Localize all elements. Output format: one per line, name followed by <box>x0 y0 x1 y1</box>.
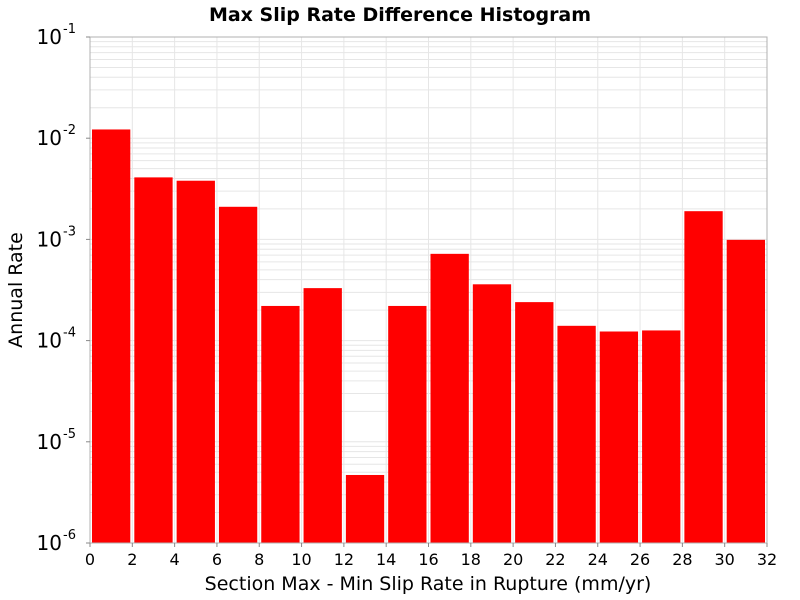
y-tick-label: 10 <box>37 430 62 454</box>
histogram-bar <box>303 288 342 543</box>
x-tick-label: 12 <box>334 550 354 569</box>
histogram-bar <box>726 239 765 543</box>
y-tick-exponent: -2 <box>63 123 76 138</box>
x-tick-label: 28 <box>672 550 692 569</box>
histogram-bar <box>176 180 215 544</box>
histogram-bar <box>92 129 131 543</box>
x-tick-label: 2 <box>127 550 137 569</box>
histogram-bar <box>430 253 469 543</box>
histogram-bar <box>515 302 554 543</box>
histogram-bar <box>557 325 596 543</box>
histogram-bar <box>472 284 512 543</box>
x-tick-label: 30 <box>715 550 735 569</box>
x-axis-label: Section Max - Min Slip Rate in Rupture (… <box>205 573 652 595</box>
x-tick-label: 10 <box>291 550 311 569</box>
x-tick-label: 0 <box>85 550 95 569</box>
x-axis-ticks: 0 2 4 6 8 10 12 14 16 18 20 22 24 26 28 30 32 <box>85 543 777 569</box>
histogram-bar <box>345 474 385 543</box>
y-tick-label: 10 <box>37 329 62 353</box>
x-tick-label: 32 <box>757 550 777 569</box>
y-tick-exponent: -5 <box>63 427 76 442</box>
histogram-bar <box>261 305 300 543</box>
y-tick-label: 10 <box>37 227 62 251</box>
x-tick-label: 26 <box>630 550 650 569</box>
y-tick-exponent: -4 <box>63 326 76 341</box>
x-tick-label: 18 <box>461 550 481 569</box>
y-tick-exponent: -1 <box>63 22 76 37</box>
x-tick-label: 16 <box>418 550 438 569</box>
y-tick-label: 10 <box>37 25 62 49</box>
y-tick-exponent: -6 <box>63 528 76 543</box>
x-tick-label: 14 <box>376 550 396 569</box>
x-tick-label: 4 <box>170 550 180 569</box>
y-tick-label: 10 <box>37 126 62 150</box>
bars <box>92 129 765 544</box>
histogram-bar <box>134 177 173 543</box>
plot-area <box>89 36 768 544</box>
histogram-bar <box>388 305 427 543</box>
histogram-bar <box>684 211 723 544</box>
y-tick-exponent: -3 <box>63 224 76 239</box>
y-tick-label: 10 <box>37 531 62 555</box>
x-tick-label: 6 <box>212 550 222 569</box>
x-tick-label: 8 <box>254 550 264 569</box>
chart-title: Max Slip Rate Difference Histogram <box>209 4 591 26</box>
histogram-bar <box>642 330 681 543</box>
histogram-bar <box>218 206 258 543</box>
x-tick-label: 20 <box>503 550 523 569</box>
histogram-bar <box>599 331 639 543</box>
y-axis-label: Annual Rate <box>5 232 27 348</box>
x-tick-label: 24 <box>588 550 608 569</box>
x-tick-label: 22 <box>545 550 565 569</box>
y-axis-ticks: 10-610-510-410-310-210-1 <box>37 22 90 555</box>
